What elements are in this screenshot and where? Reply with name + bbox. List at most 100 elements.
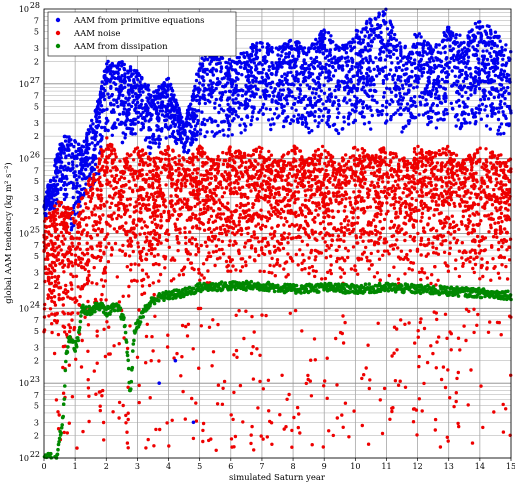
data-point [421,54,425,58]
data-point [310,129,314,133]
data-point [150,220,154,224]
data-point [221,252,226,256]
data-point [148,151,152,156]
data-point [327,87,332,92]
data-point [326,79,330,83]
data-point [71,186,75,190]
data-point [492,79,497,83]
data-point [453,204,457,208]
data-point [443,189,447,193]
data-point [197,67,202,71]
data-point [279,102,284,107]
data-point [230,133,234,137]
data-point [238,269,243,273]
data-point [85,231,90,235]
data-point [349,48,353,53]
data-point [98,133,103,137]
data-point [415,85,419,89]
data-point [121,93,125,98]
data-point [293,63,297,68]
data-point [230,112,234,116]
data-point [404,210,408,215]
data-point [243,245,247,249]
data-point [352,40,357,44]
data-point [307,96,312,101]
data-point [286,252,290,256]
data-point [208,62,212,66]
data-point [286,115,290,119]
data-point [293,151,297,156]
data-point [366,42,370,46]
data-point [249,70,254,75]
data-point [379,49,383,54]
data-point [335,259,339,264]
data-point [410,75,414,79]
data-point [456,66,460,70]
data-point [463,102,467,107]
data-point [277,60,281,65]
data-point [134,103,138,107]
data-point [317,115,321,119]
data-point [495,44,499,48]
data-point [365,71,369,76]
data-point [476,43,480,48]
data-point [303,106,307,111]
data-point [207,93,211,97]
data-point [48,192,52,196]
data-point [365,19,369,24]
data-point [403,238,407,243]
data-point [72,203,76,208]
data-point [307,198,311,202]
data-point [336,131,341,136]
data-point [210,130,214,134]
data-point [366,93,370,98]
data-point [429,71,433,76]
data-point [412,42,416,47]
data-point [358,111,362,115]
data-point [388,19,392,23]
data-point [454,258,458,262]
data-point [249,118,254,123]
data-point [69,222,74,226]
data-point [203,122,207,127]
data-point [342,239,346,243]
data-point [72,171,76,175]
data-point [477,61,481,65]
data-point [110,61,115,66]
data-point [140,77,144,81]
data-point [143,119,147,123]
data-point [100,92,105,96]
data-point [63,164,67,168]
data-point [310,91,315,95]
data-point [470,111,475,115]
data-point [461,214,465,219]
data-point [276,101,280,106]
data-point [135,74,140,78]
data-point [53,179,58,183]
data-point [116,63,121,68]
data-point [342,80,346,84]
data-point [87,269,91,274]
data-point [179,118,183,123]
data-point [74,154,79,158]
data-point [325,186,329,190]
data-point [155,106,159,111]
data-point [70,160,75,164]
data-point [382,50,386,54]
data-point [258,80,262,84]
data-point [217,238,221,242]
data-point [253,186,257,190]
data-point [246,231,250,236]
data-point [194,78,199,83]
data-point [472,47,477,52]
data-point [233,101,238,105]
data-point [437,63,441,68]
data-point [482,88,486,93]
data-point [276,66,280,71]
data-point [445,63,449,68]
data-point [483,108,487,112]
data-point [328,52,332,56]
data-point [300,121,305,125]
data-point [439,101,444,105]
data-point [443,92,447,96]
